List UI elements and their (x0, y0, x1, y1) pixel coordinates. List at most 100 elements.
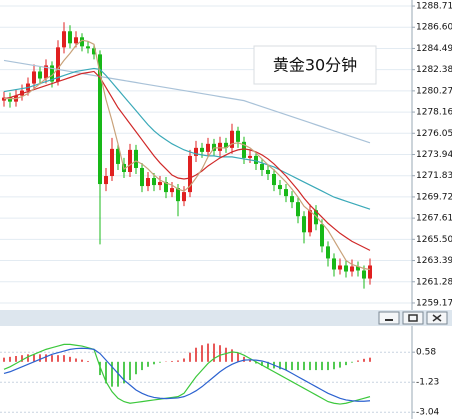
candle-body (290, 196, 294, 203)
histogram-bar (171, 360, 173, 362)
candle-body (230, 130, 234, 148)
candle-body (350, 266, 354, 272)
histogram-bar (159, 361, 161, 363)
candle-body (218, 142, 222, 151)
y-tick-label: 1273.94 (416, 150, 452, 160)
histogram-bar (261, 361, 263, 366)
candle-body (8, 97, 12, 102)
y-tick-label: 1263.39 (416, 256, 452, 266)
histogram-bar (255, 361, 257, 364)
candle-body (62, 31, 66, 48)
candle-body (284, 189, 288, 197)
histogram-bar (105, 361, 107, 384)
y-tick-label: 1259.17 (416, 298, 452, 308)
histogram-bar (345, 361, 347, 366)
histogram-bar (45, 354, 47, 362)
candle-body (188, 155, 192, 193)
candle-body (80, 37, 84, 47)
histogram-bar (201, 345, 203, 362)
histogram-bar (21, 355, 23, 362)
candle-body (248, 155, 252, 158)
y-tick-label: 1288.71 (416, 2, 452, 12)
candle-body (32, 71, 36, 84)
histogram-bar (351, 361, 353, 363)
candle-body (254, 155, 258, 164)
y-tick-label: 0.58 (416, 348, 436, 358)
y-tick-label: 1269.72 (416, 192, 452, 202)
histogram-bar (3, 357, 5, 362)
candle-body (56, 47, 60, 82)
histogram-bar (63, 355, 65, 362)
candle-body (332, 258, 336, 270)
histogram-bar (213, 343, 215, 362)
moving-average (3, 70, 371, 251)
y-tick-label: 1261.28 (416, 277, 452, 287)
candle-body (296, 202, 300, 217)
histogram-bar (81, 359, 83, 362)
histogram-bar (285, 361, 287, 371)
histogram-bar (135, 361, 137, 375)
histogram-bar (363, 358, 365, 362)
histogram-bar (315, 361, 317, 371)
candle-body (320, 224, 324, 247)
y-tick-label: 1278.16 (416, 108, 452, 118)
histogram-bar (237, 352, 239, 362)
histogram-bar (69, 356, 71, 362)
y-tick-label: 1280.27 (416, 86, 452, 96)
candle-body (356, 266, 360, 271)
minimize-button[interactable] (378, 311, 400, 325)
histogram-bar (111, 361, 113, 387)
histogram-bar (87, 360, 89, 362)
candle-body (152, 178, 156, 186)
histogram-bar (39, 354, 41, 362)
moving-average (3, 59, 371, 144)
candle-body (98, 54, 102, 185)
candle-body (242, 141, 246, 158)
candle-body (368, 265, 372, 279)
histogram-bar (297, 361, 299, 371)
y-tick-label: 1276.05 (416, 129, 452, 139)
candle-body (314, 210, 318, 225)
candle-body (200, 147, 204, 152)
candle-body (74, 37, 78, 44)
candle-body (224, 142, 228, 148)
histogram-bar (225, 347, 227, 362)
candle-body (164, 182, 168, 193)
y-tick-label: 1271.83 (416, 171, 452, 181)
candle-body (86, 46, 90, 49)
candle-body (344, 265, 348, 272)
histogram-bar (243, 356, 245, 362)
histogram-bar (267, 361, 269, 368)
y-tick-label: 1265.50 (416, 235, 452, 245)
histogram-bar (123, 361, 125, 384)
histogram-bar (309, 361, 311, 371)
candle-body (182, 192, 186, 202)
candle-body (146, 178, 150, 187)
histogram-bar (99, 361, 101, 376)
toolbar (0, 310, 452, 326)
close-button[interactable] (426, 311, 448, 325)
histogram-bar (321, 361, 323, 371)
histogram-bar (189, 352, 191, 362)
histogram-bar (57, 355, 59, 362)
histogram-bar (357, 360, 359, 362)
y-tick-label: 1284.49 (416, 44, 452, 54)
candle-body (266, 169, 270, 175)
restore-button[interactable] (402, 311, 424, 325)
histogram-bar (333, 361, 335, 370)
histogram-bar (249, 360, 251, 362)
y-tick-label: 1282.38 (416, 65, 452, 75)
candle-body (206, 143, 210, 152)
candle-body (176, 188, 180, 202)
histogram-bar (339, 361, 341, 368)
candle-body (236, 130, 240, 142)
histogram-bar (9, 356, 11, 362)
histogram-bar (51, 355, 53, 362)
candle-body (272, 174, 276, 186)
candle-body (326, 246, 330, 259)
candle-body (44, 65, 48, 79)
annotation-box (253, 45, 377, 85)
candle-body (308, 210, 312, 233)
